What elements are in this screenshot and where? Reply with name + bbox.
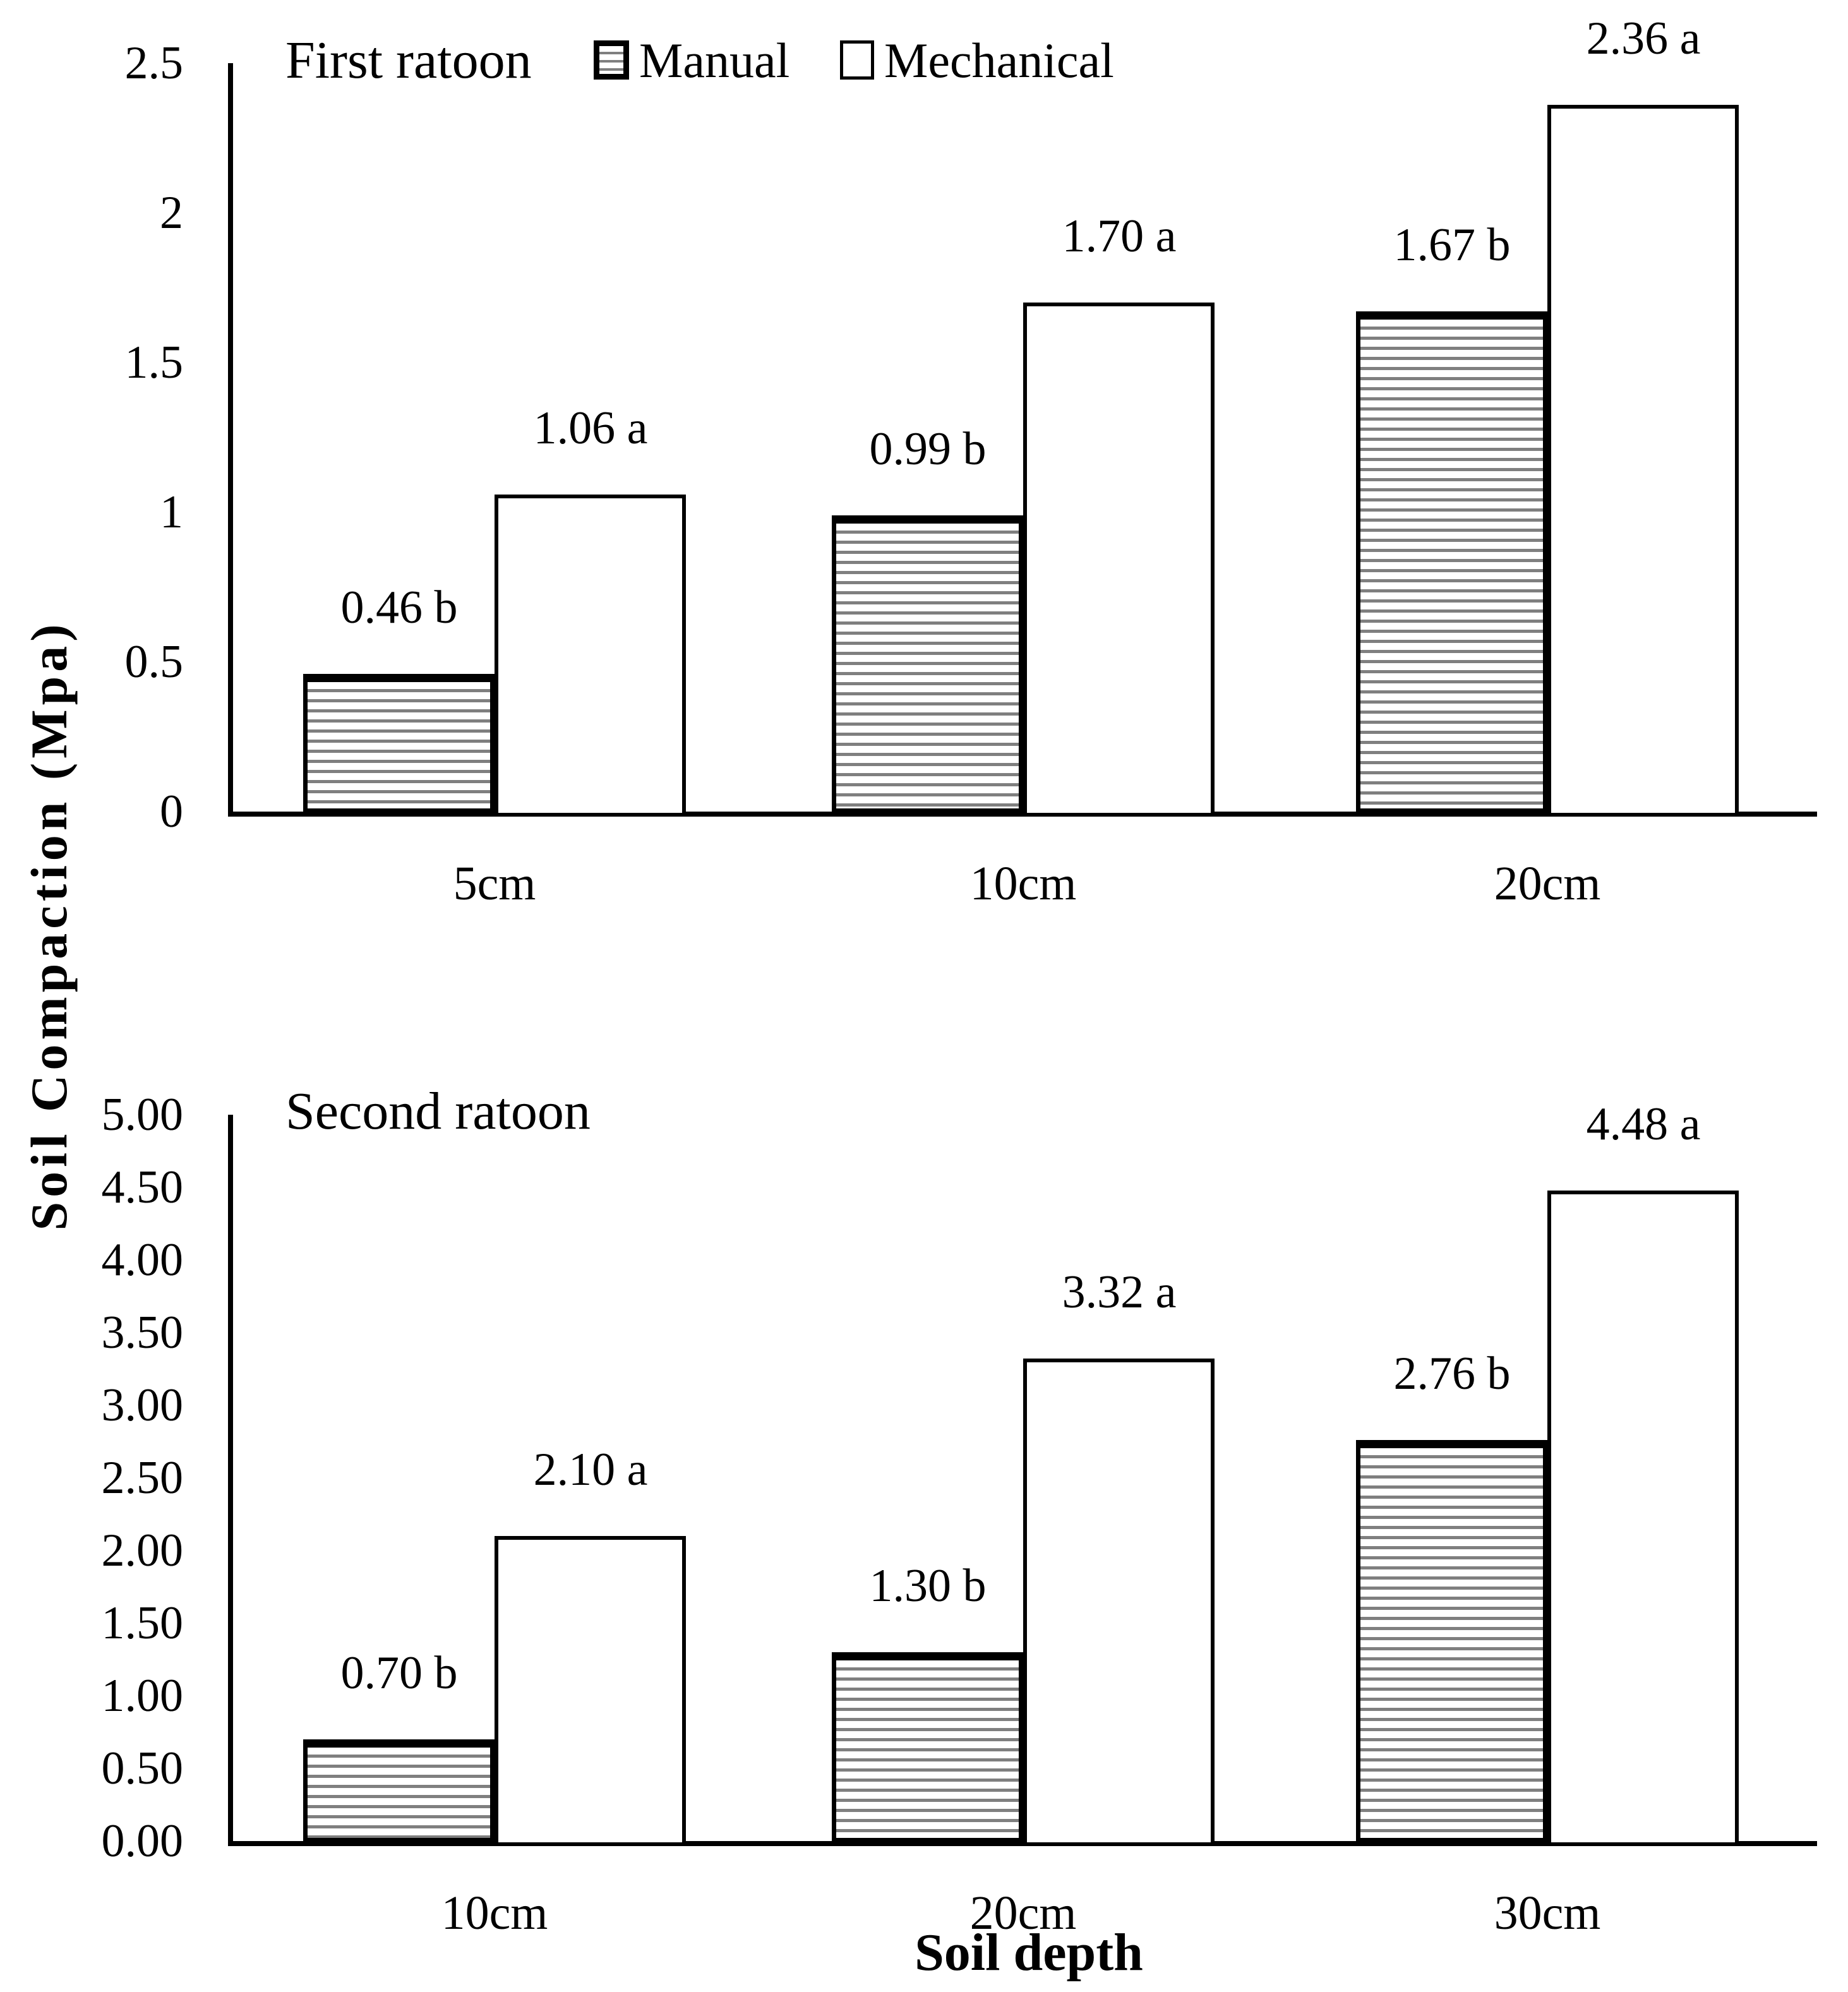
legend-label-manual: Manual <box>639 33 790 88</box>
x-tick-label: 5cm <box>453 857 536 910</box>
bar-value-label: 0.46 b <box>340 582 458 633</box>
legend-swatch-mechanical-icon <box>840 40 874 80</box>
x-tick-label: 30cm <box>1494 1887 1601 1940</box>
bar-value-label: 0.70 b <box>340 1647 458 1699</box>
bar-mechanical-5cm <box>495 495 686 817</box>
x-tick-label: 20cm <box>1494 857 1601 910</box>
y-tick-label: 1.50 <box>101 1597 184 1649</box>
bar-mechanical-10cm <box>1023 303 1215 817</box>
x-tick-label: 10cm <box>441 1887 548 1940</box>
y-tick-label: 0.00 <box>101 1815 184 1867</box>
bar-manual-5cm <box>303 674 495 817</box>
bar-value-label: 2.76 b <box>1393 1348 1511 1400</box>
bar-value-label: 0.99 b <box>869 423 987 475</box>
x-tick-label: 20cm <box>969 1887 1077 1940</box>
bar-manual-10cm <box>832 515 1023 817</box>
bar-mechanical-10cm <box>495 1536 686 1846</box>
y-tick-label: 1 <box>160 486 183 538</box>
bar-manual-20cm <box>1356 311 1547 817</box>
bar-value-label: 2.36 a <box>1586 13 1701 64</box>
y-axis-line <box>228 63 233 817</box>
bar-manual-30cm <box>1356 1440 1547 1846</box>
second-ratoon-title: Second ratoon <box>285 1082 591 1141</box>
y-tick-label: 2.5 <box>124 37 184 89</box>
y-tick-label: 5.00 <box>101 1089 184 1141</box>
y-tick-label: 3.50 <box>101 1307 184 1359</box>
x-axis-title: Soil depth <box>915 1923 1143 1982</box>
bar-value-label: 3.32 a <box>1062 1266 1177 1318</box>
bar-value-label: 1.70 a <box>1062 210 1177 262</box>
bar-mechanical-30cm <box>1547 1191 1739 1846</box>
legend-label-mechanical: Mechanical <box>884 33 1114 88</box>
y-tick-label: 0.50 <box>101 1743 184 1794</box>
bar-mechanical-20cm <box>1023 1359 1215 1846</box>
bar-mechanical-20cm <box>1547 105 1739 817</box>
y-tick-label: 0.5 <box>124 636 184 688</box>
bar-manual-20cm <box>832 1652 1023 1846</box>
y-tick-label: 4.00 <box>101 1234 184 1286</box>
y-tick-label: 2.50 <box>101 1452 184 1504</box>
bar-value-label: 1.30 b <box>869 1560 987 1612</box>
bar-value-label: 1.06 a <box>533 402 648 454</box>
bar-manual-10cm <box>303 1739 495 1846</box>
first-ratoon-title: First ratoon <box>285 31 532 90</box>
y-tick-label: 3.00 <box>101 1379 184 1431</box>
y-tick-label: 1.5 <box>124 337 184 388</box>
bar-value-label: 4.48 a <box>1586 1098 1701 1150</box>
y-tick-label: 4.50 <box>101 1161 184 1213</box>
y-tick-label: 2.00 <box>101 1525 184 1576</box>
y-tick-label: 0 <box>160 786 183 837</box>
y-tick-label: 1.00 <box>101 1670 184 1722</box>
legend-swatch-manual-icon <box>594 40 629 80</box>
bar-value-label: 2.10 a <box>533 1444 648 1496</box>
y-tick-label: 2 <box>160 187 183 239</box>
x-tick-label: 10cm <box>969 857 1077 910</box>
bar-value-label: 1.67 b <box>1393 219 1511 271</box>
y-axis-line <box>228 1115 233 1846</box>
